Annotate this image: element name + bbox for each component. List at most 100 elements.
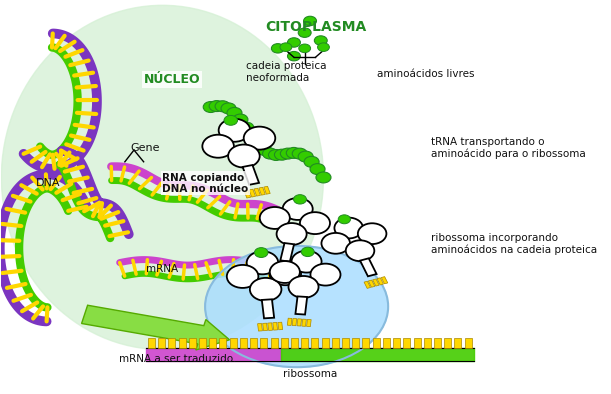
Text: ribossoma incorporando
aminoácidos na cadeia proteica: ribossoma incorporando aminoácidos na ca… bbox=[431, 233, 597, 255]
Bar bbox=[291, 338, 298, 348]
Bar bbox=[434, 338, 441, 348]
Polygon shape bbox=[259, 187, 265, 195]
Polygon shape bbox=[364, 281, 370, 288]
Bar bbox=[383, 338, 390, 348]
Circle shape bbox=[215, 101, 230, 112]
Polygon shape bbox=[368, 280, 375, 287]
Circle shape bbox=[293, 195, 307, 204]
Circle shape bbox=[283, 198, 313, 220]
Text: Gene: Gene bbox=[130, 143, 159, 153]
Polygon shape bbox=[276, 265, 281, 272]
Polygon shape bbox=[290, 267, 295, 274]
Polygon shape bbox=[263, 323, 268, 331]
Circle shape bbox=[321, 233, 350, 254]
Bar bbox=[393, 338, 400, 348]
Bar bbox=[230, 338, 236, 348]
Circle shape bbox=[358, 223, 386, 244]
Polygon shape bbox=[280, 266, 286, 273]
Circle shape bbox=[304, 16, 316, 26]
Circle shape bbox=[287, 147, 301, 158]
Circle shape bbox=[314, 36, 327, 45]
Circle shape bbox=[338, 215, 351, 224]
Circle shape bbox=[277, 223, 307, 245]
Bar bbox=[321, 338, 329, 348]
Polygon shape bbox=[249, 189, 255, 197]
Circle shape bbox=[202, 135, 234, 158]
Circle shape bbox=[299, 44, 310, 53]
Bar bbox=[250, 338, 257, 348]
Bar bbox=[424, 338, 431, 348]
Circle shape bbox=[224, 115, 238, 125]
Bar bbox=[342, 338, 349, 348]
Bar bbox=[219, 338, 227, 348]
Bar bbox=[240, 338, 247, 348]
Bar bbox=[260, 338, 267, 348]
Circle shape bbox=[268, 149, 284, 160]
Circle shape bbox=[301, 247, 314, 256]
Circle shape bbox=[288, 38, 301, 47]
Polygon shape bbox=[268, 323, 273, 331]
Circle shape bbox=[219, 119, 251, 142]
Text: ribossoma: ribossoma bbox=[283, 369, 337, 379]
Polygon shape bbox=[381, 277, 388, 284]
Circle shape bbox=[298, 28, 311, 37]
Ellipse shape bbox=[1, 5, 323, 349]
Circle shape bbox=[288, 52, 301, 61]
Circle shape bbox=[245, 131, 260, 141]
Polygon shape bbox=[278, 322, 283, 330]
Polygon shape bbox=[360, 258, 376, 276]
Circle shape bbox=[227, 265, 258, 288]
Polygon shape bbox=[280, 243, 294, 262]
Polygon shape bbox=[285, 266, 291, 273]
Circle shape bbox=[244, 126, 276, 150]
Bar bbox=[301, 338, 308, 348]
Polygon shape bbox=[271, 264, 276, 271]
Text: cadeia proteica
neoformada: cadeia proteica neoformada bbox=[246, 61, 326, 83]
Circle shape bbox=[260, 207, 290, 229]
Circle shape bbox=[318, 43, 329, 52]
Text: RNA copiando
DNA no núcleo: RNA copiando DNA no núcleo bbox=[163, 173, 249, 194]
Polygon shape bbox=[292, 318, 297, 326]
Bar bbox=[209, 338, 216, 348]
Polygon shape bbox=[244, 190, 251, 198]
Text: DNA: DNA bbox=[36, 178, 60, 188]
Bar bbox=[362, 338, 370, 348]
FancyArrow shape bbox=[82, 305, 230, 350]
Circle shape bbox=[300, 212, 330, 234]
Text: mRNA: mRNA bbox=[146, 264, 178, 274]
Polygon shape bbox=[258, 323, 262, 331]
Circle shape bbox=[250, 278, 282, 301]
Polygon shape bbox=[262, 299, 274, 318]
Circle shape bbox=[227, 108, 242, 118]
Circle shape bbox=[251, 138, 266, 149]
Circle shape bbox=[269, 262, 301, 285]
Circle shape bbox=[334, 217, 363, 238]
Polygon shape bbox=[307, 320, 311, 327]
Polygon shape bbox=[373, 279, 379, 286]
Bar bbox=[178, 338, 186, 348]
Ellipse shape bbox=[205, 246, 388, 367]
Polygon shape bbox=[297, 319, 302, 326]
Circle shape bbox=[228, 145, 260, 167]
Bar bbox=[444, 338, 451, 348]
Bar bbox=[353, 338, 359, 348]
Bar bbox=[199, 338, 206, 348]
Circle shape bbox=[203, 102, 218, 113]
Circle shape bbox=[280, 43, 292, 52]
Circle shape bbox=[274, 149, 290, 160]
Polygon shape bbox=[243, 165, 259, 185]
Bar bbox=[373, 338, 379, 348]
Circle shape bbox=[298, 151, 313, 162]
Circle shape bbox=[346, 240, 375, 261]
Circle shape bbox=[291, 251, 321, 273]
Circle shape bbox=[292, 148, 307, 159]
Polygon shape bbox=[254, 188, 260, 196]
Circle shape bbox=[310, 264, 340, 286]
Polygon shape bbox=[273, 323, 277, 330]
Circle shape bbox=[254, 247, 268, 258]
Text: NÚCLEO: NÚCLEO bbox=[144, 73, 200, 86]
Bar bbox=[455, 338, 461, 348]
Circle shape bbox=[288, 276, 318, 298]
Bar bbox=[158, 338, 165, 348]
Circle shape bbox=[316, 172, 331, 183]
